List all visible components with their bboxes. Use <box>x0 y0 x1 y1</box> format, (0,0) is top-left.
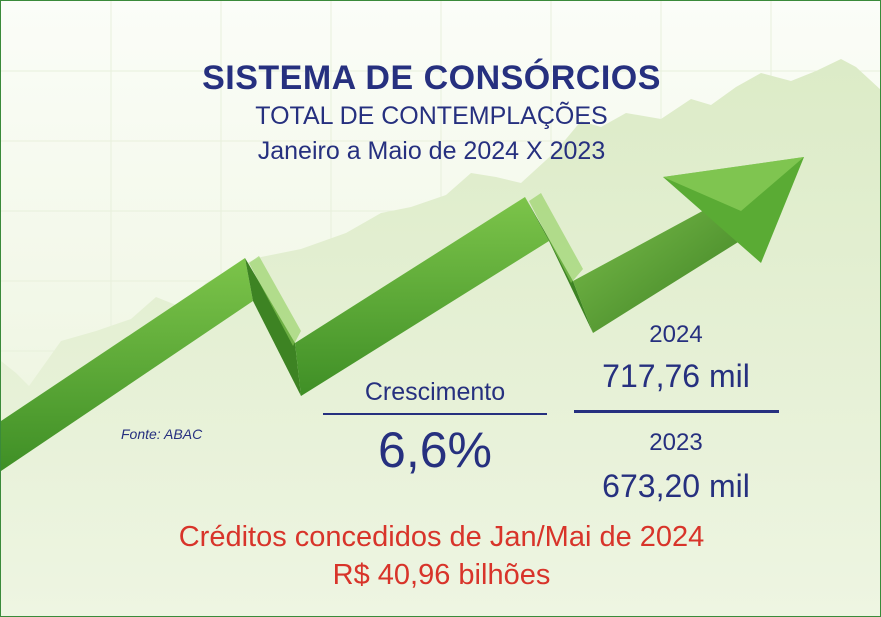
previous-year-label: 2023 <box>649 429 703 456</box>
growth-value: 6,6% <box>378 422 492 478</box>
growth-divider <box>323 413 547 415</box>
growth-label: Crescimento <box>364 378 506 406</box>
source-note: Fonte: ABAC <box>121 426 203 442</box>
page-title: SISTEMA DE CONSÓRCIOS <box>202 59 661 97</box>
credits-value: R$ 40,96 bilhões <box>332 559 551 591</box>
current-year-label: 2024 <box>649 321 703 348</box>
rising-zigzag-arrow-icon <box>1 157 804 471</box>
current-year-value: 717,76 mil <box>602 358 750 394</box>
period-label: Janeiro a Maio de 2024 X 2023 <box>257 137 606 165</box>
comparison-divider <box>574 410 779 413</box>
page-subtitle: TOTAL DE CONTEMPLAÇÕES <box>255 102 608 130</box>
previous-year-value: 673,20 mil <box>602 468 750 504</box>
background-mountain-shape <box>1 59 880 616</box>
credits-caption: Créditos concedidos de Jan/Mai de 2024 <box>178 521 705 553</box>
